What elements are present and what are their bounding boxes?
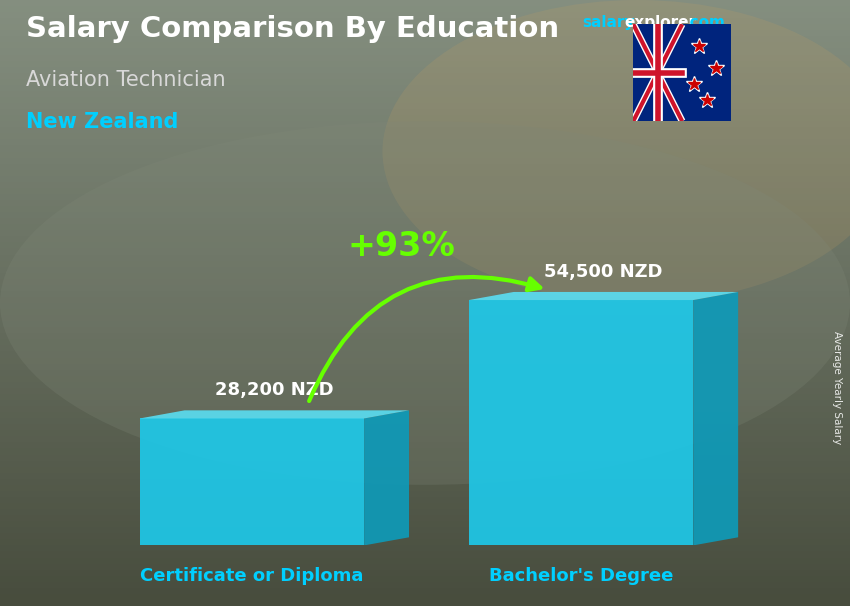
Text: +93%: +93% (348, 230, 456, 264)
Text: Average Yearly Salary: Average Yearly Salary (832, 331, 842, 444)
Text: .com: .com (684, 15, 725, 30)
Text: 28,200 NZD: 28,200 NZD (215, 381, 334, 399)
Polygon shape (139, 419, 364, 545)
Text: 54,500 NZD: 54,500 NZD (544, 262, 663, 281)
Text: Bachelor's Degree: Bachelor's Degree (489, 567, 673, 585)
Polygon shape (364, 410, 409, 545)
Text: salary: salary (582, 15, 635, 30)
Text: Certificate or Diploma: Certificate or Diploma (140, 567, 364, 585)
Text: explorer: explorer (625, 15, 697, 30)
Polygon shape (694, 292, 738, 545)
Ellipse shape (0, 121, 850, 485)
Text: Salary Comparison By Education: Salary Comparison By Education (26, 15, 558, 43)
FancyArrowPatch shape (309, 277, 541, 401)
Ellipse shape (382, 0, 850, 303)
Polygon shape (469, 300, 694, 545)
Text: New Zealand: New Zealand (26, 112, 178, 132)
Polygon shape (469, 292, 738, 300)
Text: Aviation Technician: Aviation Technician (26, 70, 225, 90)
Polygon shape (139, 410, 409, 419)
